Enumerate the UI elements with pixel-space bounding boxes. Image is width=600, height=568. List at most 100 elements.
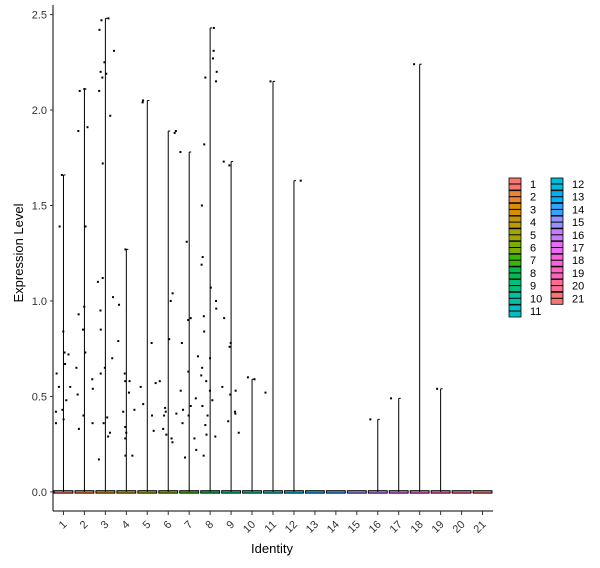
x-tick-label: 15 xyxy=(346,519,363,536)
legend-label: 8 xyxy=(530,268,536,280)
data-point xyxy=(100,19,103,22)
data-point xyxy=(142,99,145,102)
data-point xyxy=(195,448,198,451)
data-point xyxy=(124,425,127,428)
data-point xyxy=(128,380,131,383)
legend-label: 5 xyxy=(530,230,536,242)
x-tick-label: 20 xyxy=(451,519,468,536)
data-point xyxy=(208,389,211,392)
data-point xyxy=(142,403,145,406)
legend-label: 10 xyxy=(530,293,542,305)
data-point xyxy=(158,380,161,383)
x-tick-label: 7 xyxy=(182,519,195,532)
violin-body xyxy=(304,490,325,494)
data-point xyxy=(201,256,204,259)
data-point xyxy=(127,391,130,394)
data-point xyxy=(174,130,177,133)
data-point xyxy=(61,408,64,411)
legend-label: 19 xyxy=(572,268,584,280)
data-point xyxy=(69,385,72,388)
data-point xyxy=(169,299,172,302)
data-point xyxy=(299,179,302,182)
data-point xyxy=(77,313,80,316)
data-point xyxy=(222,160,225,163)
data-point xyxy=(205,433,208,436)
data-point xyxy=(201,366,204,369)
x-tick-label: 18 xyxy=(409,519,426,536)
violin-marks xyxy=(53,17,493,494)
x-tick-label: 1 xyxy=(57,519,70,532)
x-tick-label: 3 xyxy=(99,519,112,532)
x-tick-label: 13 xyxy=(304,519,321,536)
data-point xyxy=(77,130,80,133)
data-point xyxy=(113,49,116,52)
data-point xyxy=(209,286,212,289)
x-tick-label: 12 xyxy=(283,519,300,536)
data-point xyxy=(180,341,183,344)
data-point xyxy=(171,441,174,444)
data-point xyxy=(170,437,173,440)
x-tick-label: 9 xyxy=(224,519,237,532)
y-tick-label: 2.0 xyxy=(32,105,47,117)
legend-label: 12 xyxy=(572,179,584,191)
data-point xyxy=(164,410,167,413)
x-tick-label: 21 xyxy=(471,519,488,536)
y-tick-label: 1.0 xyxy=(32,296,47,308)
data-point xyxy=(111,357,114,360)
data-point xyxy=(65,399,68,402)
data-point xyxy=(96,280,99,283)
data-point xyxy=(237,431,240,434)
data-point xyxy=(234,389,237,392)
data-point xyxy=(99,309,102,312)
violin-body xyxy=(472,490,493,494)
y-tick-label: 0.0 xyxy=(32,487,47,499)
data-point xyxy=(215,80,218,83)
data-point xyxy=(369,418,372,421)
data-point xyxy=(154,382,157,385)
data-point xyxy=(189,317,192,320)
data-point xyxy=(202,454,205,457)
data-point xyxy=(436,387,439,390)
x-tick-label: 14 xyxy=(325,519,342,536)
data-point xyxy=(91,387,94,390)
data-point xyxy=(173,131,176,134)
legend-label: 9 xyxy=(530,281,536,293)
x-tick-label: 16 xyxy=(367,519,384,536)
legend-label: 11 xyxy=(530,306,541,318)
data-point xyxy=(165,433,168,436)
data-point xyxy=(122,410,125,413)
data-point xyxy=(215,299,218,302)
legend-label: 2 xyxy=(530,192,536,204)
data-point xyxy=(124,380,127,383)
data-point xyxy=(201,404,204,407)
data-point xyxy=(200,204,203,207)
data-point xyxy=(84,225,87,228)
data-point xyxy=(214,435,217,438)
data-point xyxy=(99,328,102,331)
data-point xyxy=(162,427,165,430)
data-point xyxy=(54,410,57,413)
data-point xyxy=(194,397,197,400)
data-point xyxy=(223,317,226,320)
data-point xyxy=(206,414,209,417)
data-point xyxy=(83,305,86,308)
legend-label: 14 xyxy=(572,204,584,216)
data-point xyxy=(124,248,127,251)
data-point xyxy=(107,17,110,20)
data-point xyxy=(253,378,256,381)
data-point xyxy=(229,393,232,396)
data-point xyxy=(204,424,207,427)
data-point xyxy=(118,303,121,306)
legend-label: 21 xyxy=(572,293,584,305)
data-point xyxy=(131,454,134,457)
data-point xyxy=(77,427,80,430)
data-point xyxy=(62,418,65,421)
data-point xyxy=(189,404,192,407)
legend-label: 15 xyxy=(572,217,584,229)
x-tick-label: 17 xyxy=(388,519,405,536)
data-point xyxy=(98,89,101,92)
x-tick-label: 8 xyxy=(203,519,216,532)
data-point xyxy=(181,422,184,425)
x-tick-label: 19 xyxy=(430,519,447,536)
